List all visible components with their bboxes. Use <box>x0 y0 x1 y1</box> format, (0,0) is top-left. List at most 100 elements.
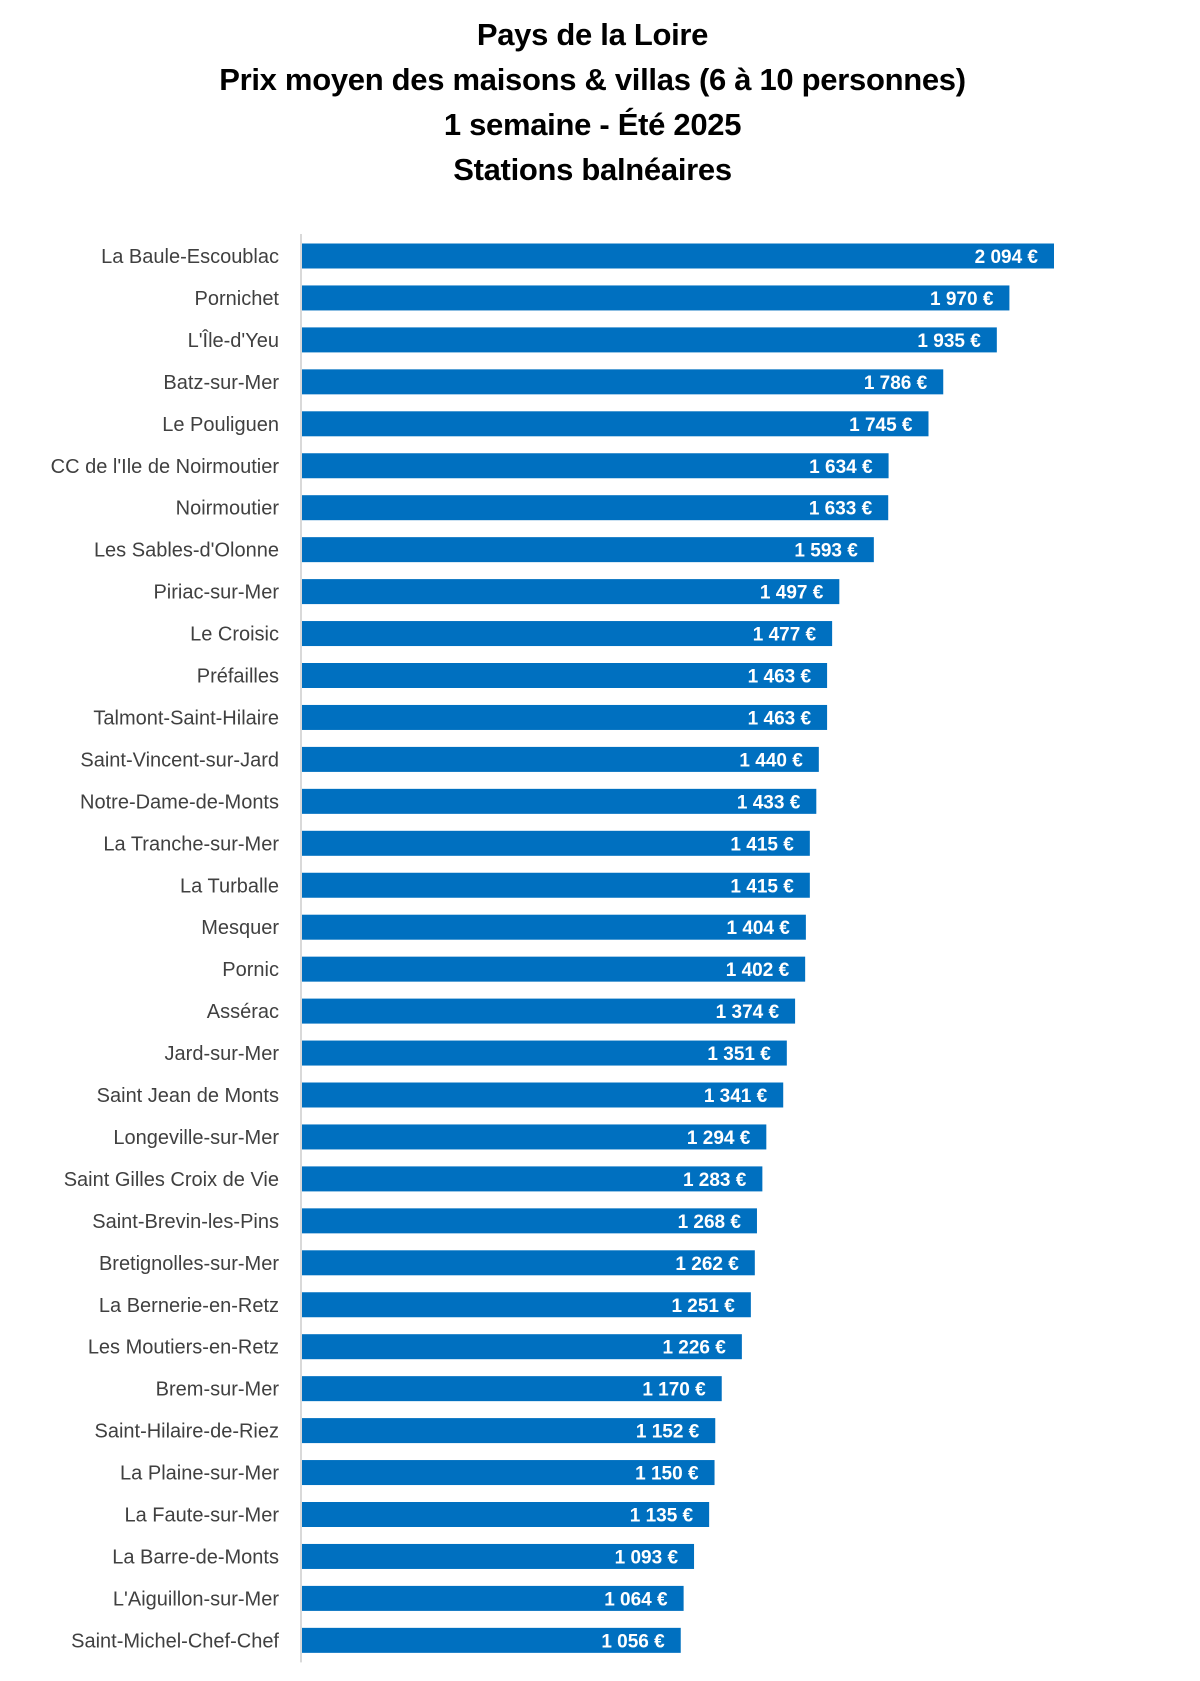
value-label: 1 433 € <box>737 792 801 813</box>
category-label: Pornic <box>222 959 279 981</box>
bar <box>301 1585 684 1611</box>
value-label: 1 251 € <box>671 1296 735 1317</box>
category-label: Longeville-sur-Mer <box>113 1127 279 1149</box>
bar <box>301 1208 757 1234</box>
title-category: Stations balnéaires <box>453 152 732 187</box>
value-label: 1 170 € <box>642 1380 706 1401</box>
value-label: 2 094 € <box>975 247 1039 268</box>
category-label: Saint-Michel-Chef-Chef <box>71 1630 279 1652</box>
value-label: 1 351 € <box>707 1044 771 1065</box>
bar <box>301 1040 787 1066</box>
value-label: 1 497 € <box>760 583 824 604</box>
value-label: 1 064 € <box>604 1589 668 1610</box>
category-label: Saint Gilles Croix de Vie <box>64 1169 279 1191</box>
bar <box>301 1334 742 1360</box>
value-label: 1 402 € <box>726 960 790 981</box>
bar <box>301 746 819 772</box>
value-label: 1 463 € <box>748 667 812 688</box>
value-label: 1 786 € <box>864 373 928 394</box>
category-label: La Baule-Escoublac <box>101 246 279 268</box>
title-region: Pays de la Loire <box>476 17 709 52</box>
category-label: La Faute-sur-Mer <box>125 1505 280 1527</box>
category-label: Talmont-Saint-Hilaire <box>93 707 279 729</box>
value-label: 1 440 € <box>739 750 803 771</box>
value-label: 1 268 € <box>678 1212 742 1233</box>
bar <box>301 495 889 521</box>
category-label: Pornichet <box>195 288 280 310</box>
value-label: 1 745 € <box>849 415 913 436</box>
bar <box>301 663 828 688</box>
value-label: 1 283 € <box>683 1170 747 1191</box>
value-label: 1 056 € <box>601 1631 665 1652</box>
value-label: 1 935 € <box>917 331 981 352</box>
value-label: 1 152 € <box>636 1422 700 1443</box>
bar <box>301 704 828 730</box>
category-label: Saint Jean de Monts <box>97 1085 279 1107</box>
bar <box>301 411 929 437</box>
category-label: Les Moutiers-en-Retz <box>88 1337 279 1359</box>
category-label: Saint-Brevin-les-Pins <box>92 1211 279 1233</box>
value-label: 1 404 € <box>726 918 790 939</box>
category-label: Bretignolles-sur-Mer <box>99 1253 279 1275</box>
bar <box>301 453 889 479</box>
category-label: CC de l'Ile de Noirmoutier <box>51 456 280 478</box>
value-label: 1 463 € <box>748 708 812 729</box>
category-label: La Turballe <box>180 875 279 897</box>
category-label: Saint-Vincent-sur-Jard <box>80 749 279 771</box>
category-label: Le Pouliguen <box>162 414 279 436</box>
bar <box>301 1418 716 1444</box>
bar <box>301 285 1010 311</box>
value-label: 1 374 € <box>716 1002 780 1023</box>
bar <box>301 1292 751 1318</box>
bar <box>301 830 810 856</box>
bar <box>301 1543 695 1569</box>
category-label: Préfailles <box>197 666 279 688</box>
value-label: 1 970 € <box>930 289 994 310</box>
value-label: 1 294 € <box>687 1128 751 1149</box>
bar <box>301 914 806 940</box>
category-label: Le Croisic <box>190 624 279 646</box>
category-label: Notre-Dame-de-Monts <box>80 791 279 813</box>
bar <box>301 1627 681 1653</box>
bar <box>301 1082 784 1108</box>
category-label: Piriac-sur-Mer <box>153 582 279 604</box>
value-labels: 2 094 € 1 970 € 1 935 € 1 786 € 1 745 € 1 634… <box>601 247 1038 1652</box>
value-label: 1 093 € <box>615 1547 679 1568</box>
value-label: 1 415 € <box>730 834 794 855</box>
category-label: Saint-Hilaire-de-Riez <box>94 1421 279 1443</box>
bar <box>301 579 840 605</box>
value-label: 1 150 € <box>635 1464 699 1485</box>
bar <box>301 788 817 814</box>
value-label: 1 477 € <box>753 625 817 646</box>
bar <box>301 369 944 395</box>
category-label: Batz-sur-Mer <box>163 372 279 394</box>
category-label: La Plaine-sur-Mer <box>120 1463 279 1485</box>
category-labels: La Baule-Escoublac Pornichet L'Île-d'Yeu Ba… <box>51 246 280 1652</box>
category-label: La Barre-de-Monts <box>112 1546 279 1568</box>
bar <box>301 1124 767 1150</box>
bar <box>301 1166 763 1192</box>
bar <box>301 956 806 982</box>
title-subject: Prix moyen des maisons & villas (6 à 10 … <box>219 62 966 97</box>
value-label: 1 593 € <box>794 541 858 562</box>
bar <box>301 327 997 353</box>
bar <box>301 872 810 898</box>
category-label: Jard-sur-Mer <box>165 1043 280 1065</box>
category-label: Brem-sur-Mer <box>156 1379 280 1401</box>
chart-title: Pays de la Loire Prix moyen des maisons … <box>0 12 1185 192</box>
value-label: 1 633 € <box>809 499 873 520</box>
bar <box>301 1460 715 1486</box>
bar <box>301 998 796 1024</box>
category-label: Mesquer <box>201 917 279 939</box>
bars-group <box>301 243 1054 1653</box>
value-label: 1 415 € <box>730 876 794 897</box>
bar <box>301 243 1054 269</box>
value-label: 1 634 € <box>809 457 873 478</box>
bar <box>301 1376 722 1402</box>
bar <box>301 1502 710 1527</box>
title-period: 1 semaine - Été 2025 <box>443 107 742 142</box>
bar <box>301 1250 755 1276</box>
category-label: Noirmoutier <box>176 498 280 520</box>
bar <box>301 621 833 647</box>
